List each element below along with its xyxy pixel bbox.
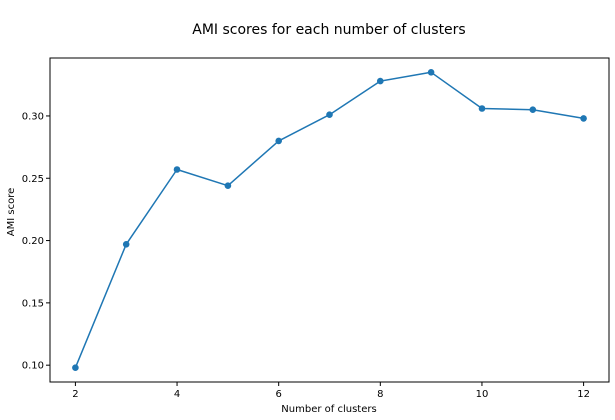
data-point-marker [529,106,537,113]
y-axis-label: AMI score [6,188,17,236]
plot-series [72,69,587,372]
x-tick-label: 2 [72,389,78,400]
data-point-marker [478,105,486,112]
plot-area-frame [49,57,610,383]
data-point-marker [224,182,232,189]
x-tick-label: 12 [577,389,590,400]
y-tick-label: 0.15 [22,298,44,309]
data-point-marker [275,137,283,145]
x-tick-label: 10 [476,389,489,400]
y-tick-label: 0.25 [22,174,44,185]
x-axis-label: Number of clusters [281,404,376,415]
x-tick-label: 6 [275,389,281,400]
y-tick-label: 0.20 [22,236,44,247]
y-tick-label: 0.30 [22,111,44,122]
x-tick-label: 4 [174,389,180,400]
data-point-marker [173,166,181,173]
data-point-marker [122,241,130,248]
data-point-marker [377,77,384,85]
x-tick-label: 8 [377,389,383,400]
y-tick-label: 0.10 [22,361,44,372]
data-point-marker [580,115,587,122]
chart-title: AMI scores for each number of clusters [192,22,465,38]
data-point-marker [427,69,435,76]
data-point-marker [326,111,333,118]
axis-ticks: 2 4 6 8 10 12 0.10 0.15 0.20 0.25 0.30 [22,111,590,400]
data-point-marker [72,364,79,372]
